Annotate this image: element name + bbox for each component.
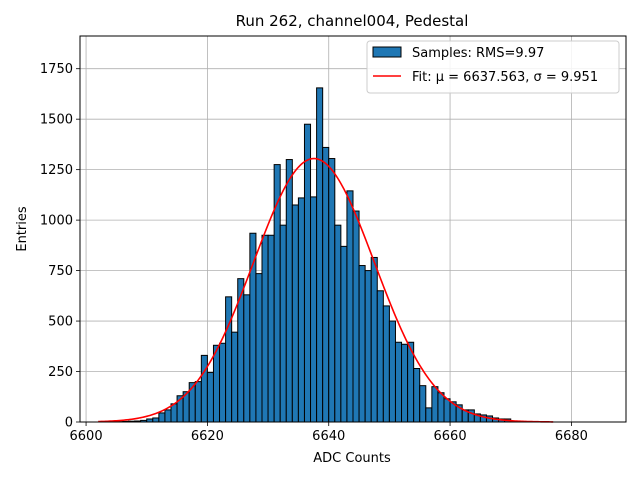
histogram-bar [328,158,336,423]
histogram-bar [394,341,403,423]
histogram-bar [303,123,312,423]
histogram-bar [291,204,299,423]
histogram-bar [316,87,324,423]
histogram-bar [364,270,372,423]
histogram-bar [340,245,348,423]
x-tick-label: 6680 [555,429,588,444]
histogram-bar [413,368,421,423]
histogram-bar [285,159,293,423]
histogram-bar [200,354,208,423]
histogram-bar [376,290,384,423]
x-tick-label: 6620 [191,429,224,444]
histogram-bar [164,409,172,423]
y-tick-label: 750 [48,264,73,279]
y-axis-label: Entries [15,206,30,252]
histogram-bar [249,232,257,423]
histogram-bar [370,256,378,423]
y-tick-label: 1750 [40,62,73,77]
histogram-bar [219,342,227,423]
histogram-bar [225,296,233,423]
legend-box [366,40,620,94]
y-tick-label: 1500 [40,113,73,128]
legend-fit-label: Fit: μ = 6637.563, σ = 9.951 [412,70,598,85]
histogram-bar [194,381,202,423]
histogram-bar [443,398,451,423]
histogram-bar [382,305,390,423]
histogram-bar [206,372,214,423]
histogram-bar [431,386,439,423]
x-tick-label: 6640 [312,429,345,444]
histogram-bar [419,385,427,423]
histogram-bar [261,234,269,423]
histogram-bar [279,224,287,423]
histogram-bar [352,210,360,423]
histogram-bar [425,407,433,423]
histogram-bar [231,331,239,423]
chart-title: Run 262, channel004, Pedestal [236,12,469,30]
x-tick-label: 6660 [434,429,467,444]
fit-curve-group [98,157,554,423]
y-tick-label: 500 [48,315,73,330]
histogram-bar [322,146,330,423]
y-tick-label: 1000 [40,214,73,229]
histogram-bar [334,224,342,423]
legend: Samples: RMS=9.97 Fit: μ = 6637.563, σ =… [366,40,620,94]
histogram-bar [243,294,251,423]
histogram-bar [152,417,160,423]
y-tick-label: 1250 [40,163,73,178]
histogram-bar [212,344,221,423]
axes: 6600 6620 6640 6660 6680 0 250 500 750 1000 1250 15… [40,62,588,444]
y-tick-label: 0 [65,416,73,431]
histogram-bar [310,196,318,423]
histogram-bar [158,412,166,423]
x-tick-label: 6600 [70,429,103,444]
histogram-bar [267,234,275,423]
histogram-bar [358,265,366,423]
histogram-bar [255,273,263,423]
plot-frame [79,35,627,423]
histogram-bars [115,87,518,423]
legend-histogram-label: Samples: RMS=9.97 [412,46,544,61]
y-tick-label: 250 [48,365,73,380]
histogram-bar [170,403,178,423]
fit-curve [98,157,554,423]
histogram-bar [388,320,396,423]
histogram-bar [401,343,409,423]
x-axis-label: ADC Counts [313,451,391,466]
histogram-bar [297,197,305,423]
legend-histogram-swatch [372,46,402,58]
histogram-bar [437,392,445,423]
histogram-bar [346,190,354,423]
